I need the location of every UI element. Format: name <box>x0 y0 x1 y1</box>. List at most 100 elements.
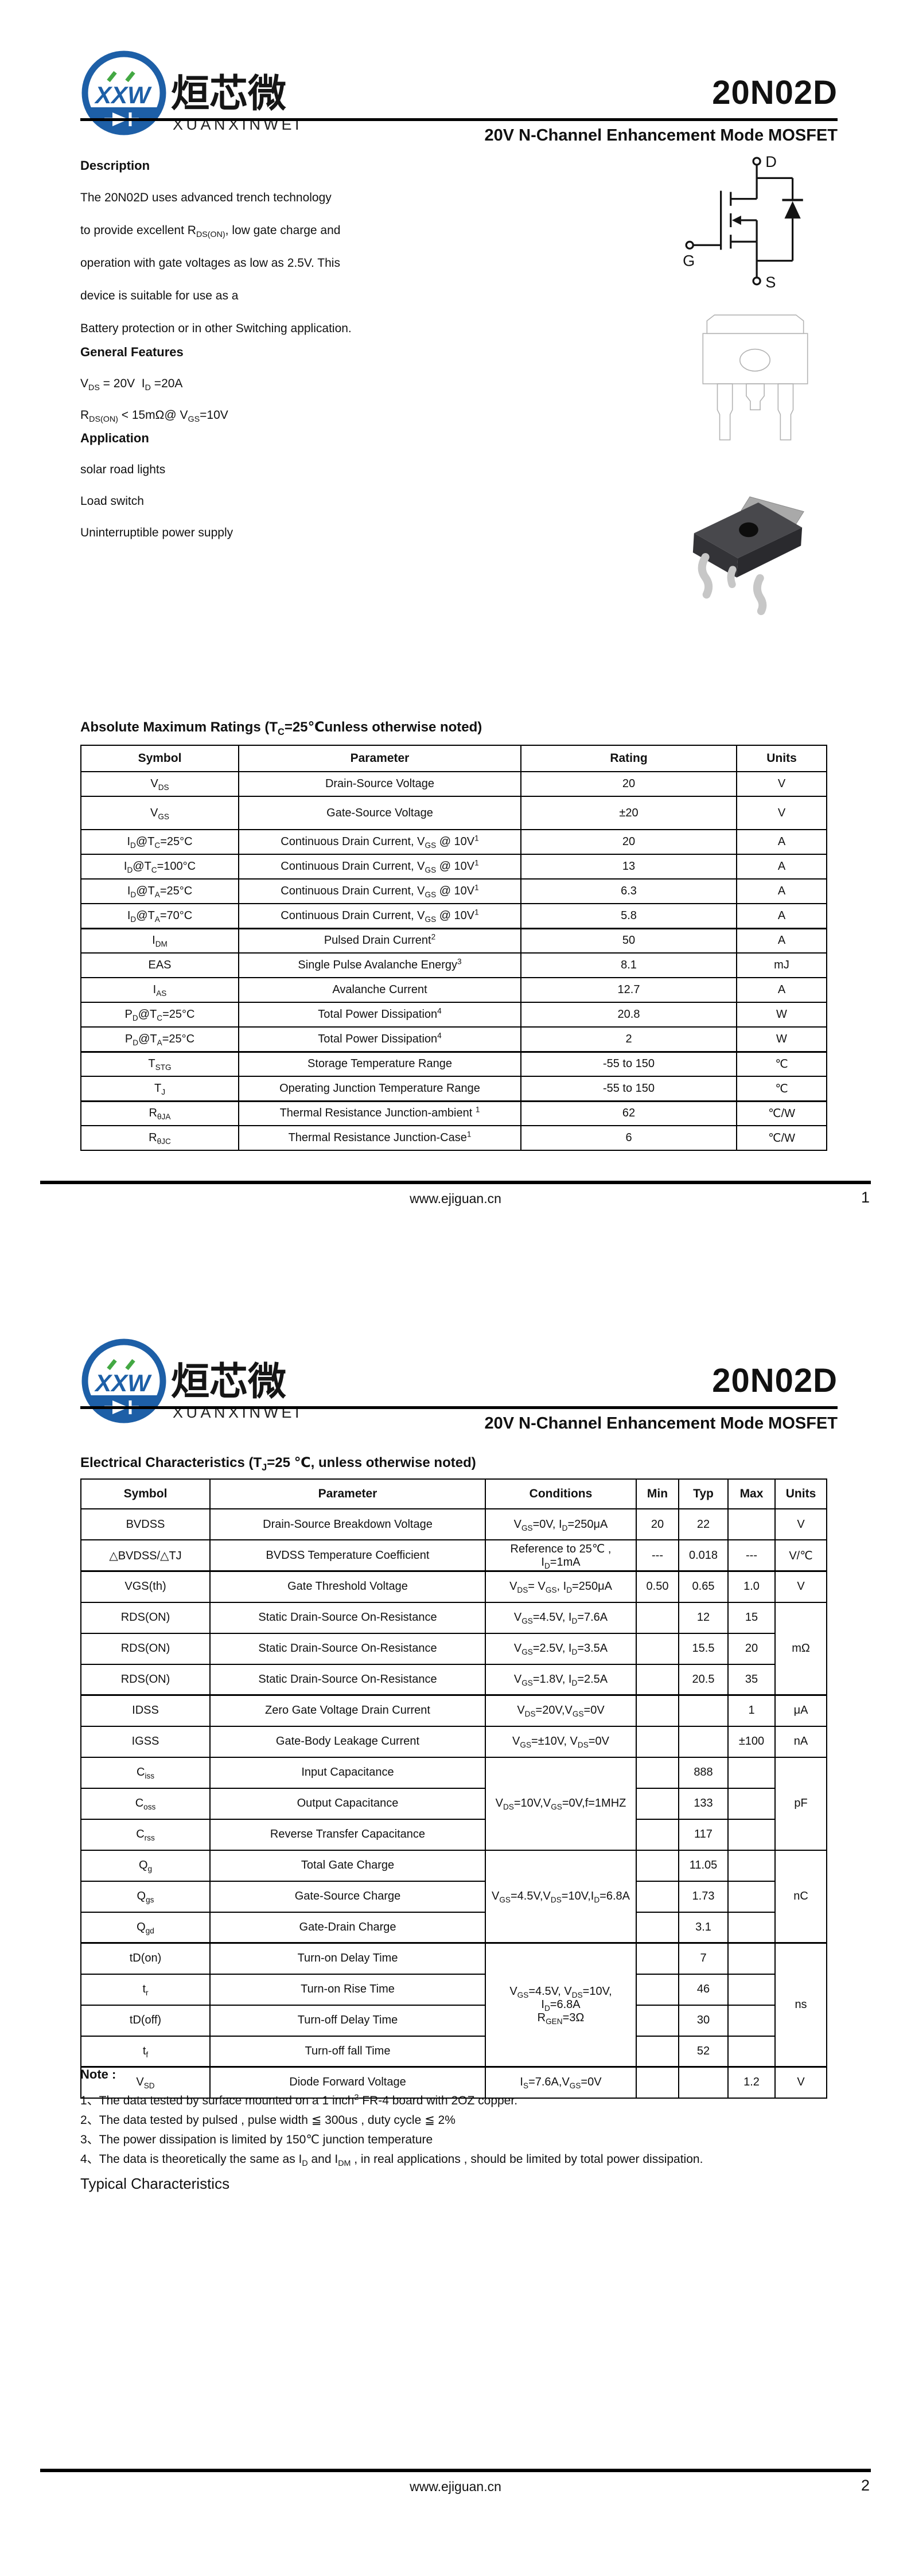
table-cell: 1 <box>727 1694 776 1727</box>
table-cell: VGS=0V, ID=250μA <box>485 1508 637 1540</box>
table-cell: Operating Junction Temperature Range <box>238 1076 521 1102</box>
table-cell: V <box>774 1508 827 1540</box>
document-subtitle: 20V N-Channel Enhancement Mode MOSFET <box>484 1414 838 1433</box>
table-cell: A <box>736 903 827 929</box>
table-cell: ℃ <box>736 1076 827 1102</box>
table-cell: Reference to 25℃ , ID=1mA <box>485 1539 637 1572</box>
table-cell: ±100 <box>727 1725 776 1758</box>
table-row: △BVDSS/△TJ BVDSS Temperature Coefficient R… <box>80 1539 827 1572</box>
table-cell: Total Gate Charge <box>209 1849 486 1882</box>
table-cell: Continuous Drain Current, VGS @ 10V1 <box>238 878 521 904</box>
column-header: Rating <box>520 745 737 772</box>
table-cell: 7 <box>678 1942 729 1975</box>
general-features-heading: General Features <box>80 345 184 359</box>
table-cell: RθJC <box>80 1125 239 1151</box>
table-row: TSTG Storage Temperature Range -55 to 150 ℃ <box>80 1050 827 1077</box>
table-cell: 62 <box>520 1100 737 1126</box>
table-cell: Storage Temperature Range <box>238 1050 521 1077</box>
table-cell: VGS=2.5V, ID=3.5A <box>485 1632 637 1665</box>
table-cell: Turn-on Rise Time <box>209 1973 486 2006</box>
table-row: tf Turn-off fall Time 52 <box>80 2035 827 2068</box>
table-cell <box>727 1973 776 2006</box>
table-cell: VGS=±10V, VDS=0V <box>485 1725 637 1758</box>
table-cell: BVDSS Temperature Coefficient <box>209 1539 486 1572</box>
datasheet-page-1: XXW 烜芯微 XUANXINWEI 20N02D 20V N-Channel … <box>40 50 871 1206</box>
table-cell: 6.3 <box>520 878 737 904</box>
table-cell: 20 <box>727 1632 776 1665</box>
table-cell: V <box>774 1570 827 1603</box>
table-cell: pF <box>774 1756 827 1851</box>
table-row: RθJC Thermal Resistance Junction-Case1 6 ℃/… <box>80 1125 827 1151</box>
note-heading: Note : <box>80 2067 116 2081</box>
table-cell: 15.5 <box>678 1632 729 1665</box>
table-cell: 20 <box>520 829 737 855</box>
part-number-title: 20N02D <box>712 74 838 111</box>
source-label: S <box>765 273 776 291</box>
table-row: tr Turn-on Rise Time 46 <box>80 1973 827 2006</box>
table-cell: 20.5 <box>678 1663 729 1696</box>
table-row: tD(off) Turn-off Delay Time 30 <box>80 2004 827 2037</box>
column-header: Symbol <box>80 745 239 772</box>
table-cell: Static Drain-Source On-Resistance <box>209 1632 486 1665</box>
table-cell: Diode Forward Voltage <box>209 2066 486 2099</box>
table-cell: Qgd <box>80 1911 211 1944</box>
left-text-column: Description The 20N02D uses advanced tre… <box>80 158 511 548</box>
table-cell: Gate-Body Leakage Current <box>209 1725 486 1758</box>
table-cell: TJ <box>80 1076 239 1102</box>
gate-label: G <box>683 252 695 270</box>
table-cell: 1.0 <box>727 1570 776 1603</box>
table-cell: Static Drain-Source On-Resistance <box>209 1601 486 1634</box>
table-cell: W <box>736 1026 827 1052</box>
table-cell: V <box>736 796 827 830</box>
table-row: Qgd Gate-Drain Charge 3.1 <box>80 1911 827 1944</box>
table-cell <box>727 1818 776 1851</box>
table-cell: Drain-Source Breakdown Voltage <box>209 1508 486 1540</box>
column-header: Max <box>727 1478 776 1509</box>
logo-green-accent-icon <box>125 1359 135 1371</box>
footer-website: www.ejiguan.cn <box>410 2479 501 2494</box>
logo-monogram: XXW <box>94 81 152 108</box>
table-cell: VGS=4.5V, VDS=10V, ID=6.8A RGEN=3Ω <box>485 1942 637 2068</box>
column-header: Parameter <box>238 745 521 772</box>
table-cell: IGSS <box>80 1725 211 1758</box>
column-header: Conditions <box>485 1478 637 1509</box>
typical-characteristics-heading: Typical Characteristics <box>80 2175 230 2192</box>
company-logo: XXW 烜芯微 XUANXINWEI <box>81 50 298 135</box>
column-header: Parameter <box>209 1478 486 1509</box>
table-cell: VDS=10V,VGS=0V,f=1MHZ <box>485 1756 637 1851</box>
column-header: Units <box>736 745 827 772</box>
table-cell: 13 <box>520 854 737 880</box>
table-cell: 12.7 <box>520 977 737 1003</box>
electrical-characteristics-table: Symbol Parameter Conditions Min Typ Max Units B… <box>80 1478 827 2099</box>
note-line: 2、The data tested by pulsed , pulse widt… <box>80 2114 456 2127</box>
table-cell: Avalanche Current <box>238 977 521 1003</box>
table-row: VGS Gate-Source Voltage ±20 V <box>80 796 827 830</box>
part-number-title: 20N02D <box>712 1362 838 1399</box>
table-cell: VGS <box>80 796 239 830</box>
application-item: Uninterruptible power supply <box>80 526 233 539</box>
table-cell <box>636 2066 679 2099</box>
table-cell: Single Pulse Avalanche Energy3 <box>238 952 521 978</box>
table-cell: 2 <box>520 1026 737 1052</box>
table-cell: ℃ <box>736 1050 827 1077</box>
table-cell: 22 <box>678 1508 729 1540</box>
table-cell: 52 <box>678 2035 729 2068</box>
table-cell <box>727 1911 776 1944</box>
table-cell: PD@TC=25°C <box>80 1002 239 1028</box>
table-cell: Coss <box>80 1787 211 1820</box>
package-3d-image <box>692 496 804 616</box>
logo-chinese-name: 烜芯微 <box>171 72 286 115</box>
application-item: Load switch <box>80 495 144 508</box>
logo-green-accent-icon <box>125 71 135 83</box>
description-heading: Description <box>80 158 150 173</box>
table-cell: 0.018 <box>678 1539 729 1572</box>
table-row: RDS(ON) Static Drain-Source On-Resistance… <box>80 1663 827 1696</box>
table-cell <box>636 2004 679 2037</box>
table-cell: tD(on) <box>80 1942 211 1975</box>
table-cell: ±20 <box>520 796 737 830</box>
note-line: 3、The power dissipation is limited by 15… <box>80 2133 433 2146</box>
table-row: PD@TA=25°C Total Power Dissipation4 2 W <box>80 1026 827 1052</box>
table-cell: ns <box>774 1942 827 2068</box>
table-row: ID@TC=100°C Continuous Drain Current, VGS… <box>80 854 827 880</box>
table-cell: Continuous Drain Current, VGS @ 10V1 <box>238 829 521 855</box>
